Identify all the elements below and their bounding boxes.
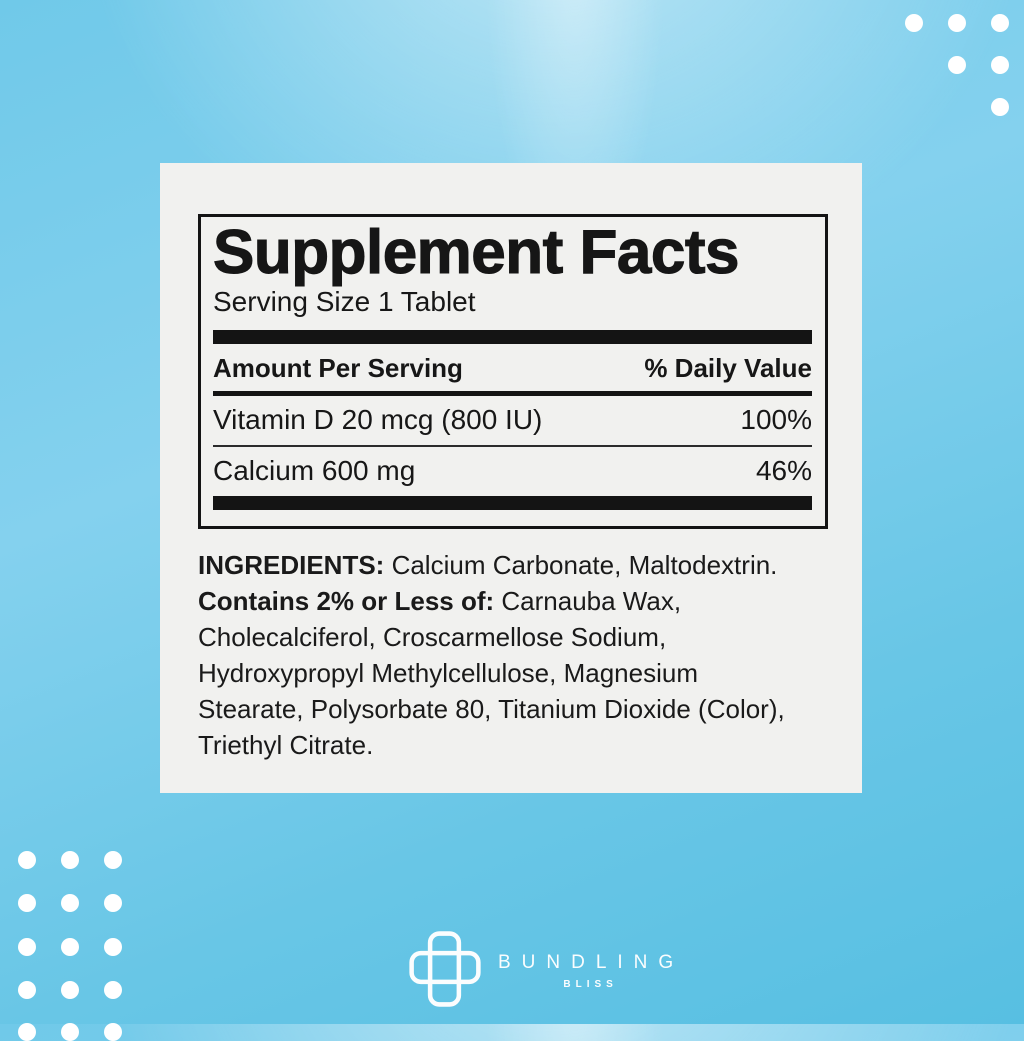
decor-dot [104, 938, 122, 956]
decor-dot [948, 56, 966, 74]
nutrient-name: Calcium 600 mg [213, 455, 416, 486]
ingredients-line: Cholecalciferol, Croscarmellose Sodium, [198, 619, 838, 655]
table-row: Vitamin D 20 mcg (800 IU) 100% [213, 396, 812, 447]
rule-medium [213, 391, 812, 396]
supplement-facts-panel: Supplement Facts Serving Size 1 Tablet A… [198, 214, 828, 529]
decor-dot [104, 1023, 122, 1041]
decor-dot [104, 981, 122, 999]
ingredients-paragraph: INGREDIENTS: Calcium Carbonate, Maltodex… [198, 547, 838, 763]
decor-dot [18, 851, 36, 869]
ingredients-line: INGREDIENTS: Calcium Carbonate, Maltodex… [198, 547, 838, 583]
column-amount: Amount Per Serving [213, 353, 463, 383]
ingredients-text: Stearate, Polysorbate 80, Titanium Dioxi… [198, 694, 785, 724]
nutrient-daily-value: 100% [740, 404, 812, 435]
ingredients-text: Calcium Carbonate, Maltodextrin. [384, 550, 778, 580]
ingredients-text: Carnauba Wax, [494, 586, 682, 616]
ingredients-label: Contains 2% or Less of: [198, 586, 495, 616]
ingredients-text: Hydroxypropyl Methylcellulose, Magnesium [198, 658, 698, 688]
table-header: Amount Per Serving % Daily Value [213, 344, 812, 391]
column-daily-value: % Daily Value [644, 353, 812, 383]
nutrient-daily-value: 46% [755, 455, 812, 486]
decor-dot [61, 938, 79, 956]
decor-dot [991, 56, 1009, 74]
ingredients-line: Hydroxypropyl Methylcellulose, Magnesium [198, 655, 838, 691]
decor-dot [991, 14, 1009, 32]
brand-logo: BUNDLING BLISS [409, 931, 684, 1012]
decor-dot [18, 1023, 36, 1041]
decor-dot [18, 981, 36, 999]
serving-size: Serving Size 1 Tablet [213, 286, 476, 317]
decor-dot [104, 851, 122, 869]
ingredients-label: INGREDIENTS: [198, 550, 385, 580]
brand-tagline: BLISS [563, 979, 618, 990]
decor-dot [104, 894, 122, 912]
supplement-facts-title: Supplement Facts [212, 218, 740, 287]
ingredients-line: Contains 2% or Less of: Carnauba Wax, [198, 583, 838, 619]
ingredients-text: Triethyl Citrate. [198, 730, 374, 760]
decor-dot [18, 894, 36, 912]
label-card: Supplement Facts Serving Size 1 Tablet A… [160, 163, 862, 793]
decor-dot [991, 98, 1009, 116]
rule-thick [213, 496, 812, 510]
decor-dot [948, 14, 966, 32]
decor-dot [61, 851, 79, 869]
table-row: Calcium 600 mg 46% [213, 447, 812, 496]
ingredients-line: Triethyl Citrate. [198, 727, 838, 763]
brand-name: BUNDLING [498, 952, 685, 973]
decor-dot [905, 14, 923, 32]
decor-dot [61, 981, 79, 999]
nutrient-name: Vitamin D 20 mcg (800 IU) [213, 404, 543, 435]
decor-dot [18, 938, 36, 956]
brand-logo-text: BUNDLING BLISS [494, 952, 684, 991]
ingredients-line: Stearate, Polysorbate 80, Titanium Dioxi… [198, 691, 838, 727]
decor-dot [61, 1023, 79, 1041]
ingredients-text: Cholecalciferol, Croscarmellose Sodium, [198, 622, 667, 652]
rule-thick [213, 330, 812, 344]
decor-dot [61, 894, 79, 912]
medical-cross-icon [409, 931, 481, 1012]
